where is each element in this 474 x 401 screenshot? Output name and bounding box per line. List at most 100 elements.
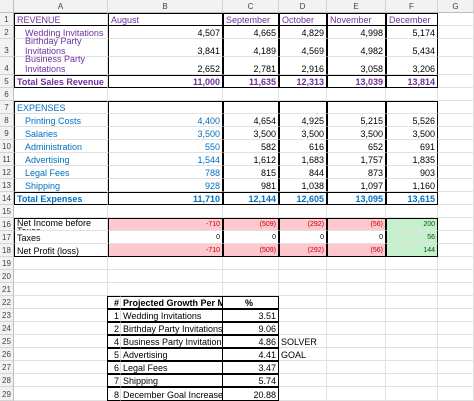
month-header-october[interactable]: October [279,13,327,26]
empty-cell[interactable] [279,296,327,309]
empty-cell[interactable] [386,387,438,401]
growth-num-cell[interactable]: 4 [107,335,121,348]
row-header-15[interactable]: 15 [0,205,14,218]
expense-value[interactable]: 1,038 [279,179,327,192]
growth-num-cell[interactable]: 2 [107,322,121,335]
growth-note-cell[interactable]: SOLVER [279,335,327,348]
empty-cell[interactable] [438,335,474,348]
row-header-13[interactable]: 13 [0,179,14,192]
empty-cell[interactable] [386,257,438,270]
net-income-before-taxes-value[interactable]: 200 [386,218,438,231]
empty-cell[interactable] [327,88,386,101]
empty-cell[interactable] [108,88,223,101]
growth-num-cell[interactable]: 5 [107,348,121,361]
total-sales-value[interactable]: 11,635 [223,75,279,88]
net-profit-value[interactable]: (292) [279,244,327,257]
column-header-b[interactable]: B [108,0,223,13]
expense-value[interactable]: 652 [327,140,386,153]
net-profit-value[interactable]: (509) [223,244,279,257]
empty-cell[interactable] [327,387,386,401]
empty-cell[interactable] [438,283,474,296]
empty-cell[interactable] [386,296,438,309]
expense-value[interactable]: 3,500 [279,127,327,140]
row-header-4[interactable]: 4 [0,57,14,75]
total-sales-label[interactable]: Total Sales Revenue [14,75,108,88]
month-header-september[interactable]: September [223,13,279,26]
growth-pct-cell[interactable]: 4.41 [223,348,279,361]
row-header-1[interactable]: 1 [0,13,14,26]
empty-cell[interactable] [14,361,108,374]
total-sales-value[interactable]: 13,039 [327,75,386,88]
revenue-value[interactable]: 4,189 [223,39,279,57]
total-expenses-value[interactable]: 13,095 [327,192,386,205]
growth-pct-cell[interactable]: 3.47 [223,361,279,374]
empty-cell[interactable] [438,348,474,361]
net-profit-label[interactable]: Net Profit (loss) [14,244,108,257]
growth-num-cell[interactable]: 1 [107,309,121,322]
empty-cell[interactable] [386,348,438,361]
empty-cell[interactable] [327,309,386,322]
empty-cell[interactable] [14,270,108,283]
empty-cell[interactable] [438,75,474,88]
expense-value[interactable]: 3,500 [386,127,438,140]
empty-cell[interactable] [386,335,438,348]
row-header-18[interactable]: 18 [0,244,14,257]
revenue-value[interactable]: 2,652 [108,57,223,75]
expense-value[interactable]: 5,215 [327,114,386,127]
expense-value[interactable]: 1,835 [386,153,438,166]
expense-label[interactable]: Advertising [14,153,108,166]
empty-cell[interactable] [279,309,327,322]
taxes-value[interactable]: 0 [327,231,386,244]
empty-cell[interactable] [438,322,474,335]
empty-cell[interactable] [438,127,474,140]
empty-cell[interactable] [14,257,108,270]
empty-cell[interactable] [438,257,474,270]
empty-cell[interactable] [438,218,474,231]
revenue-value[interactable]: 2,781 [223,57,279,75]
expense-value[interactable]: 4,400 [108,114,223,127]
expense-label[interactable]: Administration [14,140,108,153]
empty-cell[interactable] [386,270,438,283]
row-header-22[interactable]: 22 [0,296,14,309]
taxes-label[interactable]: Taxes [14,231,108,244]
empty-cell[interactable] [279,257,327,270]
expense-value[interactable]: 928 [108,179,223,192]
empty-cell[interactable] [438,101,474,114]
total-sales-value[interactable]: 13,814 [386,75,438,88]
empty-cell[interactable] [438,374,474,387]
expense-value[interactable]: 3,500 [327,127,386,140]
empty-cell[interactable] [438,13,474,26]
row-header-29[interactable]: 29 [0,387,14,401]
empty-cell[interactable] [327,335,386,348]
empty-cell[interactable] [438,140,474,153]
empty-cell[interactable] [327,205,386,218]
total-expenses-value[interactable]: 12,605 [279,192,327,205]
empty-cell[interactable] [438,179,474,192]
row-header-28[interactable]: 28 [0,374,14,387]
revenue-value[interactable]: 5,434 [386,39,438,57]
expense-value[interactable]: 550 [108,140,223,153]
expense-value[interactable]: 3,500 [223,127,279,140]
empty-cell[interactable] [14,387,108,401]
revenue-value[interactable]: 4,507 [108,26,223,39]
expense-value[interactable]: 788 [108,166,223,179]
expense-value[interactable]: 5,526 [386,114,438,127]
revenue-value[interactable]: 4,982 [327,39,386,57]
expense-value[interactable]: 815 [223,166,279,179]
total-sales-value[interactable]: 11,000 [108,75,223,88]
row-header-10[interactable]: 10 [0,140,14,153]
expenses-header-blank[interactable] [386,101,438,114]
row-header-3[interactable]: 3 [0,39,14,57]
net-income-before-taxes-label[interactable]: Net Income before Taxes [14,218,108,231]
growth-label-cell[interactable]: Shipping [121,374,223,387]
empty-cell[interactable] [386,283,438,296]
expense-value[interactable]: 582 [223,140,279,153]
row-header-6[interactable]: 6 [0,88,14,101]
column-header-g[interactable]: G [438,0,474,13]
row-header-25[interactable]: 25 [0,335,14,348]
empty-cell[interactable] [108,205,223,218]
row-header-16[interactable]: 16 [0,218,14,231]
revenue-value[interactable]: 5,174 [386,26,438,39]
net-profit-value[interactable]: -710 [108,244,223,257]
empty-cell[interactable] [14,88,108,101]
